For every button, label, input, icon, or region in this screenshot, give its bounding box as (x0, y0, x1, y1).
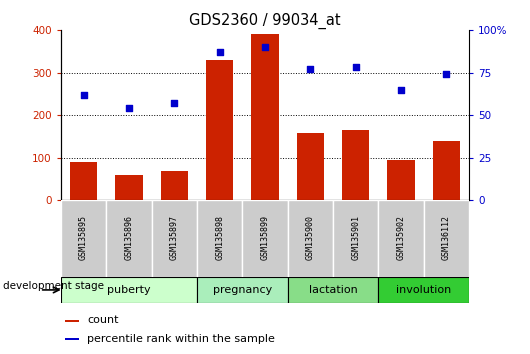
Text: count: count (87, 315, 119, 325)
Bar (333, 200, 378, 278)
Point (125, 105, 133, 111)
Text: GSM135899: GSM135899 (261, 215, 269, 260)
Bar (433, 141, 460, 200)
Point (442, 72, 450, 77)
Text: involution: involution (396, 285, 452, 295)
Point (351, 65, 360, 70)
Text: GSM135900: GSM135900 (306, 215, 315, 260)
Point (306, 66, 315, 72)
Bar (206, 60, 233, 200)
Text: pregnancy: pregnancy (213, 285, 272, 295)
Bar (65, 320, 80, 322)
Text: GSM135901: GSM135901 (351, 215, 360, 260)
Bar (342, 130, 369, 200)
Text: GSM136112: GSM136112 (442, 215, 451, 260)
Bar (161, 171, 188, 200)
Text: GSM135898: GSM135898 (215, 215, 224, 260)
Point (80, 92, 88, 97)
Text: GDS2360 / 99034_at: GDS2360 / 99034_at (189, 12, 341, 29)
Bar (387, 160, 414, 200)
Bar (65, 338, 80, 340)
Bar (197, 277, 288, 303)
Bar (61, 277, 197, 303)
Bar (378, 200, 423, 278)
Point (215, 49, 224, 55)
Bar (288, 200, 333, 278)
Text: GSM135895: GSM135895 (79, 215, 88, 260)
Point (170, 100, 179, 106)
Point (261, 44, 269, 50)
Bar (378, 277, 469, 303)
Bar (152, 200, 197, 278)
Bar (116, 175, 143, 200)
Bar (70, 162, 97, 200)
Bar (423, 200, 469, 278)
Bar (242, 200, 288, 278)
Bar (288, 277, 378, 303)
Bar (297, 133, 324, 200)
Text: GSM135896: GSM135896 (125, 215, 134, 260)
Text: lactation: lactation (308, 285, 357, 295)
Text: puberty: puberty (107, 285, 151, 295)
Bar (61, 200, 107, 278)
Bar (197, 200, 242, 278)
Text: percentile rank within the sample: percentile rank within the sample (87, 334, 276, 344)
Bar (107, 200, 152, 278)
Text: development stage: development stage (3, 281, 104, 291)
Text: GSM135897: GSM135897 (170, 215, 179, 260)
Point (397, 87, 405, 92)
Text: GSM135902: GSM135902 (396, 215, 405, 260)
Bar (251, 34, 279, 200)
